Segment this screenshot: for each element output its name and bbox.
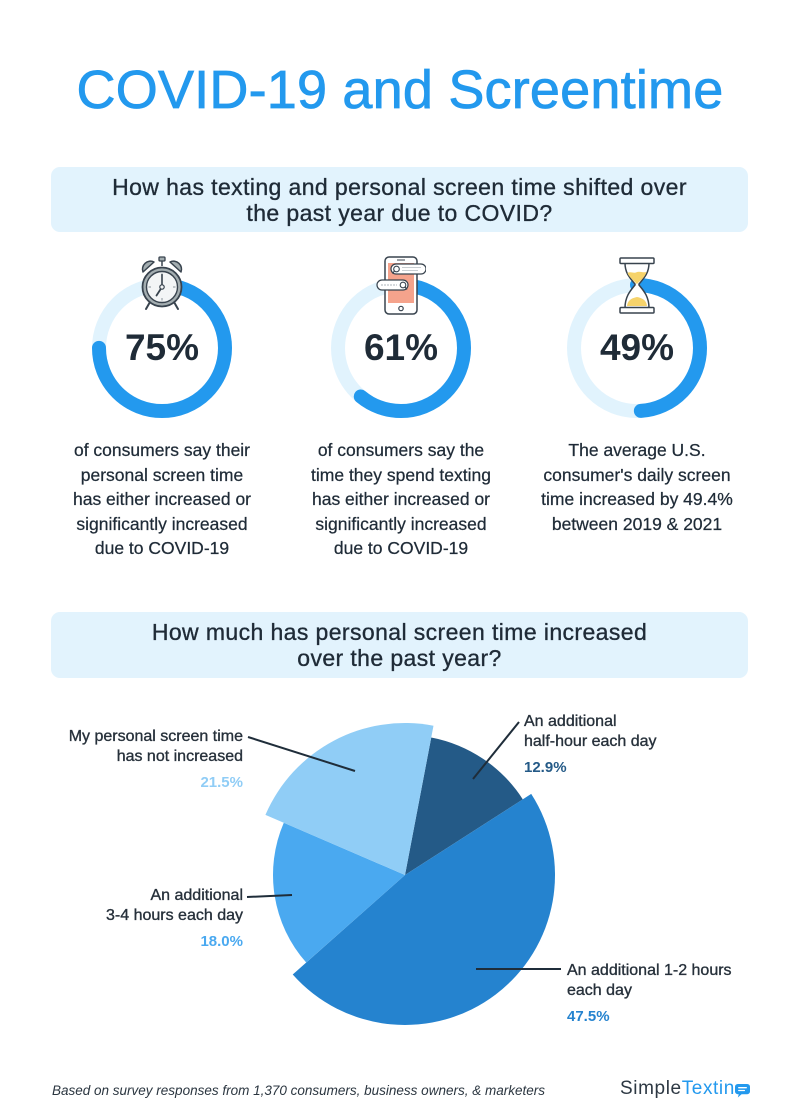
pie-label-line: An additional [524,713,617,730]
pie-label-line: each day [567,982,632,999]
stat-description-line: consumer's daily screen [543,464,731,485]
section-heading-line: over the past year? [297,645,502,671]
logo-text-simple: Simple [620,1078,682,1099]
stat-card-texting-time: 61% of consumers say the time they spend… [301,254,501,574]
stat-value: 49% [599,327,675,368]
stat-description-line: has either increased or [311,489,491,509]
section-heading-band: How has texting and personal screen time… [51,167,748,232]
pie-label-line: An additional [150,887,243,904]
pie-label-value: 47.5% [567,1008,610,1025]
alarm-clock-icon [141,256,183,310]
pie-slice-3-4-hours [273,822,405,963]
pie-label-line: 3-4 hours each day [106,907,243,924]
stat-description: of consumers say the time they spend tex… [291,438,511,561]
stat-description-line: personal screen time [80,464,244,485]
pie-label-value: 18.0% [200,933,243,950]
stat-description-line: has either increased or [72,489,252,509]
pie-label-3-4-hours: An additional 3-4 hours each day 18.0% [23,886,243,951]
stat-description-line: significantly increased [76,513,248,534]
stat-description-line: of consumers say the [317,440,485,460]
section-heading-band: How much has personal screen time increa… [51,612,748,678]
page-title: COVID-19 and Screentime [76,60,724,121]
stat-description-line: between 2019 & 2021 [551,513,723,534]
pie-slice-1-2-hours [292,793,556,1025]
stat-description-line: due to COVID-19 [333,538,469,558]
leader-line [247,736,356,772]
smartphone-messages-icon [376,256,426,315]
hourglass-icon [619,257,655,314]
pie-label-not-increased: My personal screen time has not increase… [23,727,244,792]
leader-lines [246,721,561,970]
section-heading-line: How much has personal screen time increa… [151,619,648,645]
stat-description: of consumers say their personal screen t… [52,438,272,561]
pie-label-1-2-hours: An additional 1-2 hours each day 47.5% [567,961,787,1026]
pie-label-line: My personal screen time [68,728,244,745]
pie-slice-half-hour [405,737,523,875]
pie-label-value: 12.9% [524,759,567,776]
speech-bubble-icon [734,1083,750,1098]
pie-label-line: half-hour each day [524,733,657,750]
stat-description-line: significantly increased [315,513,487,534]
pie-slice-not-increased [265,723,434,875]
leader-line [246,894,293,898]
stat-value: 61% [363,327,439,368]
stat-description-line: The average U.S. [568,440,706,460]
pie-label-line: has not increased [116,748,244,765]
brand-logo: Simple Textin [620,1077,750,1101]
stat-card-daily-screen-time: 49% The average U.S. consumer's daily sc… [537,254,737,574]
stat-description: The average U.S. consumer's daily screen… [527,438,747,536]
stat-description-line: time they spend texting [311,464,491,485]
stat-card-screen-time: 75% of consumers say their personal scre… [62,254,262,574]
footer-source-note: Based on survey responses from 1,370 con… [52,1083,545,1098]
stat-description-line: of consumers say their [73,440,251,460]
stat-description-line: time increased by 49.4% [541,489,733,509]
stat-description-line: due to COVID-19 [94,538,230,558]
pie-label-half-hour: An additional half-hour each day 12.9% [524,712,744,777]
leader-line [472,721,520,780]
pie-label-value: 21.5% [200,774,243,791]
section-heading-line: How has texting and personal screen time… [112,173,687,200]
section-heading-line: the past year due to COVID? [246,199,553,226]
logo-text-texting: Textin [681,1078,735,1099]
stat-value: 75% [124,327,200,368]
pie-label-line: An additional 1-2 hours [567,962,732,979]
